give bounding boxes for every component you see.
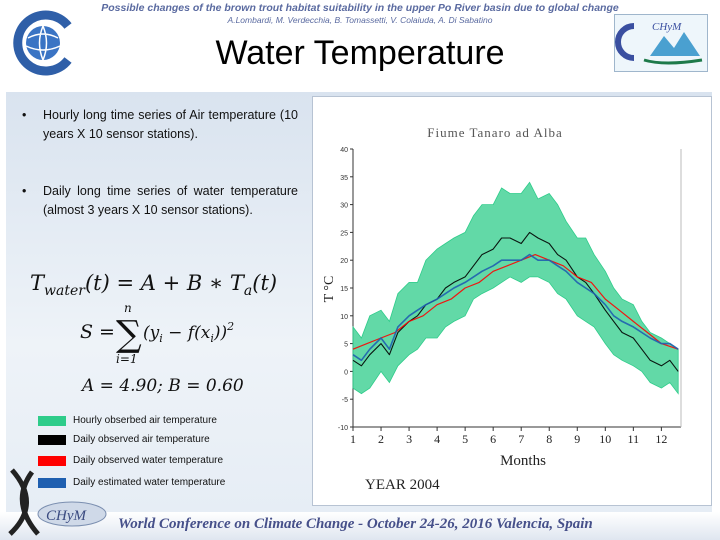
legend-swatch — [38, 416, 66, 426]
header-authors: A.Lombardi, M. Verdecchia, B. Tomassetti… — [227, 15, 493, 25]
eq2-upper: n — [124, 301, 132, 315]
eq2-end: )) — [213, 323, 227, 343]
regression-equations: Twater(t) = A + B ∗ Ta(t) S = ∑ n i=1 (y… — [30, 271, 277, 396]
bullet-glyph: • — [22, 108, 27, 122]
series-hourly-air-band — [352, 181, 679, 395]
x-tick-label: 7 — [518, 432, 524, 446]
series-daily-water-line — [352, 254, 679, 350]
x-tick-label: 9 — [574, 432, 580, 446]
eq2-mid: − f(x — [163, 323, 211, 343]
x-tick-label: 11 — [628, 432, 640, 446]
legend-label: Hourly obserbed air temperature — [73, 415, 217, 426]
eq1-end: (t) — [252, 271, 277, 295]
bullet-text: Daily long time series of water temperat… — [43, 184, 298, 217]
svg-text:CHyM: CHyM — [652, 21, 682, 33]
y-tick-label: 5 — [344, 342, 348, 349]
eq2-lower: i=1 — [116, 352, 138, 366]
y-tick-label: 30 — [340, 203, 348, 210]
eq1-lhs-sub: water — [44, 283, 86, 299]
x-tick-label: 4 — [434, 432, 440, 446]
bullet-water-temperature: • Daily long time series of water temper… — [22, 182, 298, 220]
x-tick-label: 2 — [378, 432, 384, 446]
y-tick-label: 15 — [340, 286, 348, 293]
x-tick-label: 5 — [462, 432, 468, 446]
header-title: Possible changes of the brown trout habi… — [101, 2, 619, 14]
footer-conference: World Conference on Climate Change - Oct… — [118, 516, 593, 532]
svg-text:Twater(t) = A + B ∗ Ta(t): Twater(t) = A + B ∗ Ta(t) — [30, 271, 277, 299]
eq1-sub2: a — [244, 283, 252, 299]
eq2-i1: i — [159, 332, 163, 345]
x-tick-label: 8 — [546, 432, 552, 446]
legend-swatch — [38, 435, 66, 445]
bullet-air-temperature: • Hourly long time series of Air tempera… — [22, 106, 298, 144]
y-tick-label: 20 — [340, 258, 348, 265]
x-tick-label: 3 — [406, 432, 412, 446]
bullet-text: Hourly long time series of Air temperatu… — [43, 108, 298, 141]
chym-logo: CHyM — [614, 14, 708, 72]
x-axis-label: Months — [500, 453, 546, 469]
eq2-sum: ∑ — [116, 314, 142, 355]
eq2-body: (y — [143, 323, 160, 343]
y-tick-label: 25 — [340, 230, 348, 237]
legend-label: Daily observed water temperature — [73, 455, 224, 466]
x-tick-label: 1 — [350, 432, 356, 446]
eq3: A = 4.90; B = 0.60 — [80, 376, 244, 396]
y-tick-label: 10 — [340, 314, 348, 321]
eq2-pow: 2 — [226, 320, 234, 333]
legend-swatch — [38, 478, 66, 488]
series-estimated-water-line — [352, 253, 679, 362]
eq2-i2: i — [210, 332, 214, 345]
bottom-logo-text: CHyM — [46, 508, 87, 524]
slide-title: Water Temperature — [215, 34, 505, 72]
chart-caption: YEAR 2004 — [365, 477, 440, 493]
y-tick-label: -10 — [338, 425, 348, 432]
eq1-mid: (t) = A + B ∗ T — [85, 271, 246, 295]
eq1-lhs: T — [30, 271, 46, 295]
y-tick-label: 40 — [340, 147, 348, 154]
legend-swatch — [38, 456, 66, 466]
chym-bottom-logo: CHyM — [8, 468, 107, 536]
y-tick-label: -5 — [342, 397, 348, 404]
y-tick-label: 0 — [344, 369, 348, 376]
eq2-lhs: S = — [80, 321, 115, 343]
footer-band — [0, 512, 720, 540]
y-axis-label: T °C — [322, 276, 337, 303]
x-tick-label: 12 — [655, 432, 667, 446]
x-tick-label: 10 — [599, 432, 611, 446]
legend-label: Daily estimated water temperature — [73, 477, 226, 488]
y-tick-label: 35 — [340, 175, 348, 182]
legend-label: Daily observed air temperature — [73, 434, 210, 445]
svg-text:(yi − f(xi))2: (yi − f(xi))2 — [143, 320, 234, 345]
temperature-chart: Fiume Tanaro ad Alba T °C Months YEAR 20… — [322, 125, 682, 493]
x-tick-label: 6 — [490, 432, 496, 446]
chart-title: Fiume Tanaro ad Alba — [427, 125, 562, 140]
bullet-glyph: • — [22, 184, 27, 198]
organization-logo — [10, 8, 76, 78]
chart-frame: Fiume Tanaro ad Alba T °C Months YEAR 20… — [312, 96, 712, 506]
